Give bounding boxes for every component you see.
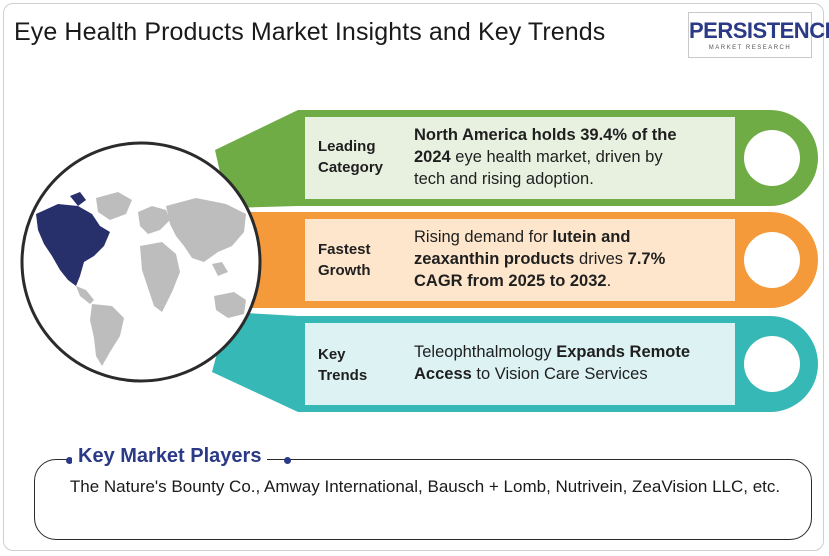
bold-text: CAGR from 2025 to 2032 [414,272,607,290]
bold-text: zeaxanthin products [414,250,575,268]
row-description-line: zeaxanthin products drives 7.7% [414,248,665,270]
key-players-heading: Key Market Players [72,445,268,468]
heading-dot-left [66,457,73,464]
row-category-trends: Key Trends [318,344,367,386]
text: eye health market, driven by [450,148,663,166]
text: tech and rising adoption. [414,170,594,188]
text: Teleophthalmology [414,343,557,361]
row-end-circle-trends [744,336,800,392]
bold-text: Expands Remote [556,343,691,361]
row-category-line: Leading [318,138,376,155]
text: drives [574,250,628,268]
persistence-logo: PERSISTENCE MARKET RESEARCH [688,12,829,58]
row-description-line: Rising demand for lutein and [414,226,665,248]
logo-subtitle: MARKET RESEARCH [708,45,792,51]
row-description-trends: Teleophthalmology Expands Remote Access t… [414,341,690,385]
row-end-circle-fastest [744,232,800,288]
row-description-line: Teleophthalmology Expands Remote [414,341,690,363]
row-category-fastest: Fastest Growth [318,239,371,281]
row-category-line: Trends [318,367,368,384]
logo-name: PERSISTENCE [689,18,829,43]
row-description-leading: North America holds 39.4% of the 2024 eye… [414,124,677,190]
bold-text: lutein and [552,228,631,246]
row-category-line: Fastest [318,241,371,258]
key-players-list: The Nature's Bounty Co., Amway Internati… [69,477,781,496]
row-category-line: Growth [318,262,371,279]
bold-text: 2024 [414,148,451,166]
row-category-line: Key [318,346,346,363]
row-description-line: CAGR from 2025 to 2032. [414,270,665,292]
bold-text: Access [414,365,472,383]
row-description-line: Access to Vision Care Services [414,363,690,385]
row-category-leading: Leading Category [318,136,383,178]
row-description-line: tech and rising adoption. [414,168,677,190]
row-panel-leading [305,117,735,199]
world-map-icon [36,192,246,366]
row-category-line: Category [318,159,384,176]
heading-dot-right [284,457,291,464]
row-panel-trends [305,323,735,405]
row-end-circle-leading [744,130,800,186]
text: Rising demand for [414,228,553,246]
infographic-frame [3,3,824,551]
text: to Vision Care Services [471,365,648,383]
row-description-line: North America holds 39.4% of the [414,124,677,146]
text: . [606,272,612,290]
row-panel-fastest [305,219,735,301]
key-players-box [34,459,812,540]
page-title: Eye Health Products Market Insights and … [14,18,606,46]
bold-text: North America holds 39.4% of the [414,126,677,144]
bold-text: 7.7% [627,250,666,268]
row-description-fastest: Rising demand for lutein and zeaxanthin p… [414,226,665,292]
row-description-line: 2024 eye health market, driven by [414,146,677,168]
row-connector-leading [215,110,298,208]
